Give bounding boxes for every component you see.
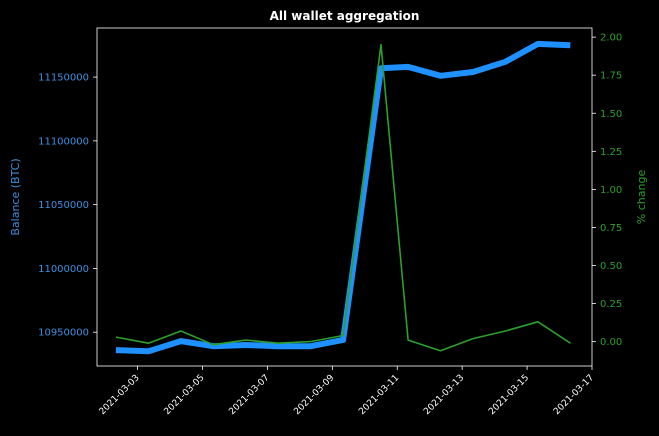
y-tick-label-right: 0.25 xyxy=(600,299,622,310)
x-tick-label: 2021-03-15 xyxy=(487,373,531,417)
x-tick-label: 2021-03-13 xyxy=(422,373,466,417)
chart-title: All wallet aggregation xyxy=(270,9,420,23)
series-group xyxy=(115,40,571,355)
y-tick-label-right: 0.50 xyxy=(600,261,622,272)
y-tick-label-left: 10950000 xyxy=(38,328,89,339)
balance-line xyxy=(115,40,571,355)
y-tick-label-right: 2.00 xyxy=(600,33,622,44)
x-tick-label: 2021-03-03 xyxy=(98,373,142,417)
y-axis-label-left: Balance (BTC) xyxy=(9,158,22,235)
y-tick-label-right: 1.25 xyxy=(600,147,622,158)
x-tick-label: 2021-03-05 xyxy=(163,373,207,417)
y-tick-label-left: 11000000 xyxy=(38,264,89,275)
y-axis-label-right: % change xyxy=(635,170,648,225)
y-tick-label-right: 0.75 xyxy=(600,223,622,234)
y-tick-label-left: 11150000 xyxy=(38,73,89,84)
plot-frame xyxy=(96,27,593,367)
y-tick-label-right: 1.75 xyxy=(600,71,622,82)
y-tick-label-left: 11050000 xyxy=(38,200,89,211)
x-tick-label: 2021-03-07 xyxy=(227,373,271,417)
axes-group xyxy=(93,27,596,370)
percent-change-line xyxy=(115,43,571,352)
y-tick-label-left: 11100000 xyxy=(38,136,89,147)
x-tick-label: 2021-03-09 xyxy=(292,373,336,417)
y-tick-label-right: 1.50 xyxy=(600,109,622,120)
y-tick-label-right: 1.00 xyxy=(600,185,622,196)
y-tick-label-right: 0.00 xyxy=(600,337,622,348)
text-group: All wallet aggregation Balance (BTC) % c… xyxy=(9,9,648,417)
x-tick-label: 2021-03-11 xyxy=(357,373,401,417)
x-tick-label: 2021-03-17 xyxy=(552,373,596,417)
